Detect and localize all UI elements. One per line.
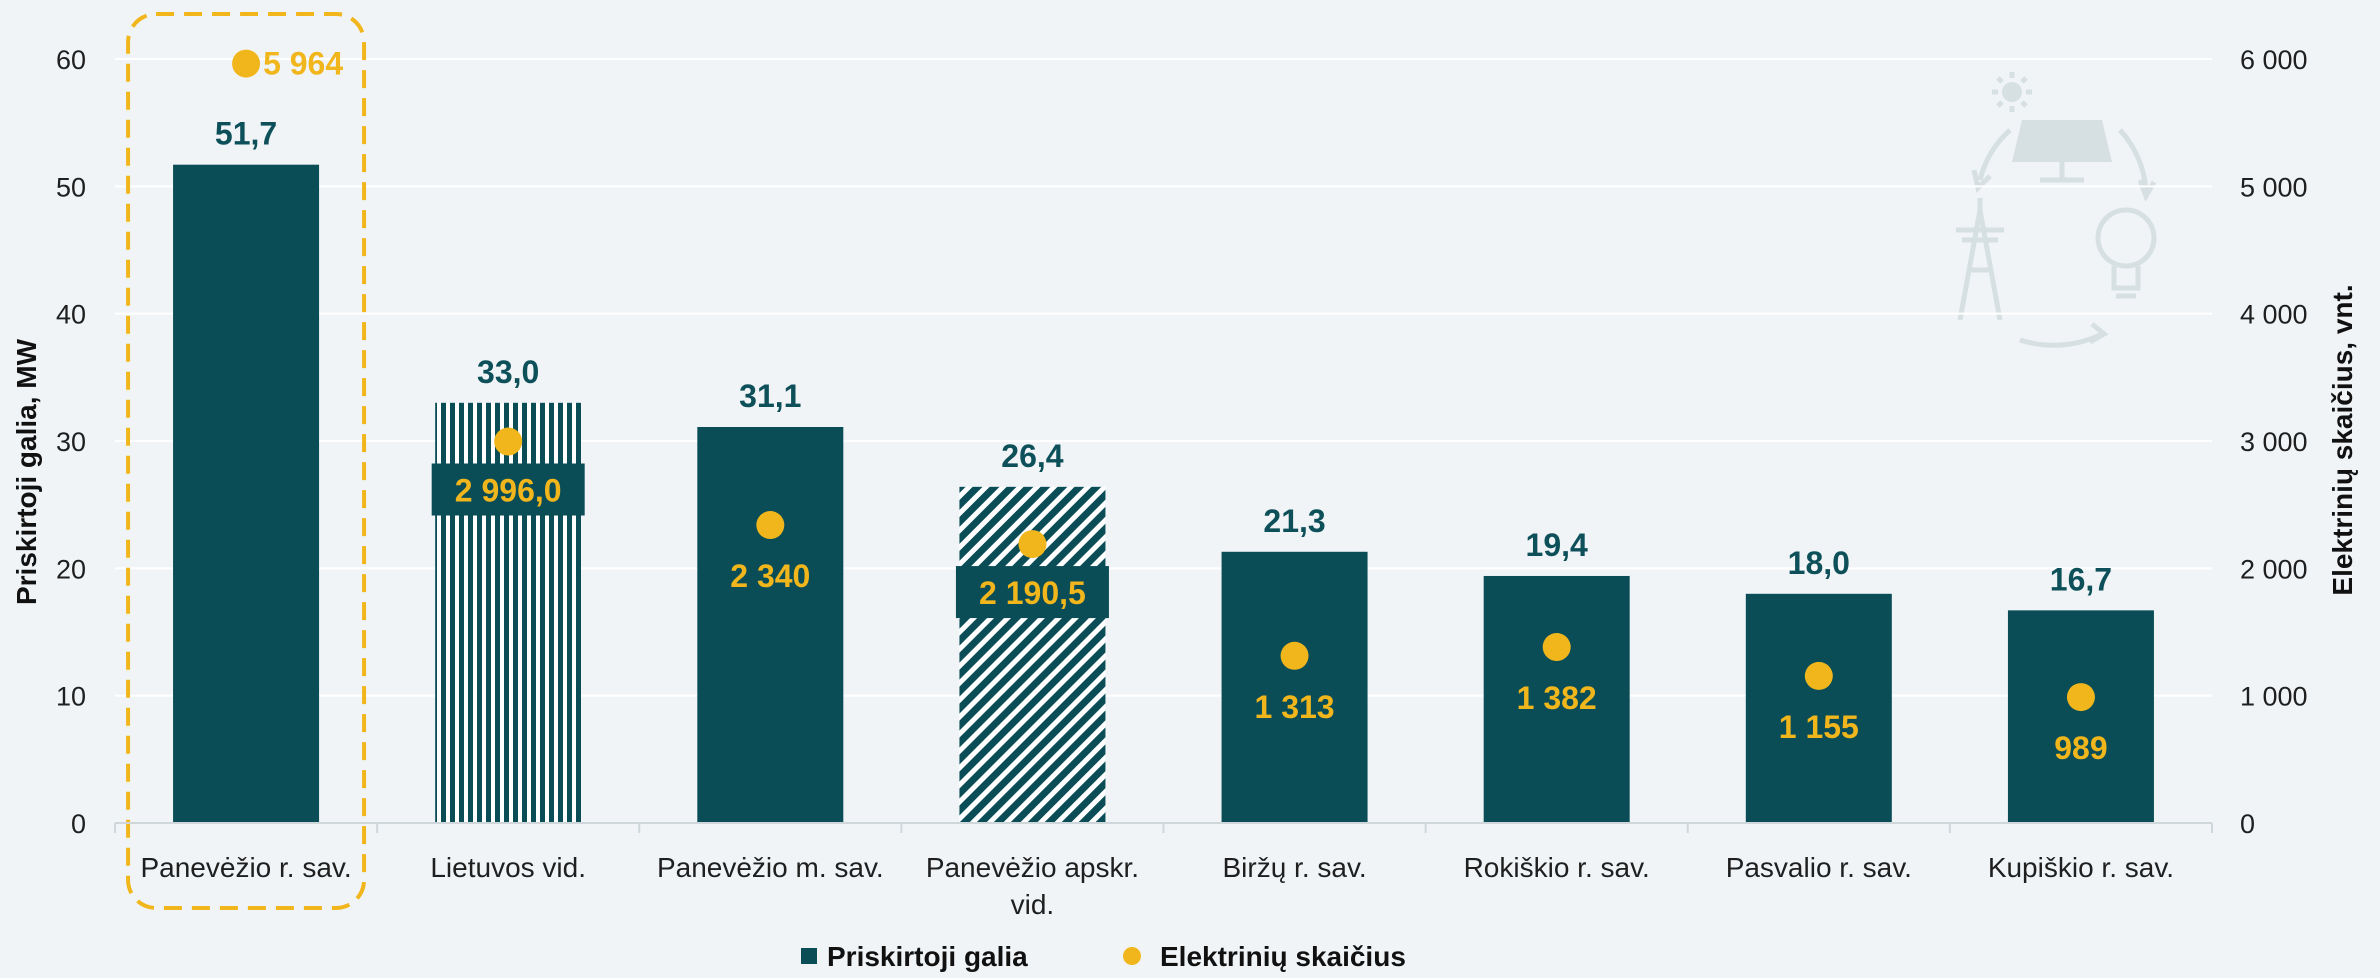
dot-value-label: 1 155: [1779, 709, 1859, 745]
category-label: Rokiškio r. sav.: [1464, 852, 1650, 883]
dot-point: [1804, 661, 1833, 690]
category-label-line: Panevėžio apskr.: [926, 852, 1139, 883]
dot-point: [1542, 633, 1571, 662]
category-label-line: Lietuvos vid.: [430, 852, 586, 883]
category-label: Panevėžio apskr. vid.: [926, 852, 1139, 920]
category-label-line: Rokiškio r. sav.: [1464, 852, 1650, 883]
bar: [1745, 593, 1892, 823]
right-tick-label: 2 000: [2240, 554, 2308, 584]
right-tick-label: 1 000: [2240, 682, 2308, 712]
category-label-line: Kupiškio r. sav.: [1988, 852, 2174, 883]
dot-point: [232, 49, 261, 78]
dot-point: [494, 427, 523, 456]
bar: [1221, 551, 1368, 823]
left-tick-label: 60: [56, 45, 86, 75]
left-tick-label: 10: [56, 682, 86, 712]
bar-value-label: 18,0: [1788, 545, 1850, 581]
right-tick-label: 4 000: [2240, 300, 2308, 330]
bar: [697, 426, 844, 823]
category-label-line: Pasvalio r. sav.: [1726, 852, 1912, 883]
legend: Priskirtoji galia Elektrinių skaičius: [801, 941, 1406, 972]
left-tick-label: 50: [56, 172, 86, 202]
left-tick-label: 0: [71, 809, 86, 839]
bar-value-label: 51,7: [215, 116, 277, 152]
bars: 51,7 33,0 31,1 26,4 21,3 19,4 18,0 16,7: [173, 116, 2154, 824]
dot-point: [1018, 530, 1047, 559]
bar-value-label: 21,3: [1263, 503, 1325, 539]
category-labels: Panevėžio r. sav. Lietuvos vid. Panevėžio …: [114, 823, 2213, 920]
category-label: Lietuvos vid.: [430, 852, 586, 883]
left-tick-label: 40: [56, 300, 86, 330]
solar-energy-cycle-icon: [1956, 72, 2157, 348]
dot-value-label: 1 313: [1255, 689, 1335, 725]
dot-value-label: 2 340: [730, 558, 810, 594]
dot-value-label: 2 190,5: [979, 575, 1086, 611]
category-label: Biržų r. sav.: [1222, 852, 1366, 883]
category-label-line: Panevėžio r. sav.: [140, 852, 351, 883]
bar: [2007, 610, 2154, 823]
left-y-axis: 0 10 20 30 40 50 60: [56, 45, 86, 839]
right-tick-label: 0: [2240, 809, 2255, 839]
dot-point: [756, 511, 785, 540]
right-y-axis: 0 1 000 2 000 3 000 4 000 5 000 6 000: [2240, 45, 2308, 839]
bar-value-label: 16,7: [2050, 561, 2112, 597]
dot-value-label: 5 964: [263, 46, 343, 82]
category-label: Panevėžio m. sav.: [657, 852, 884, 883]
bar-value-label: 19,4: [1526, 527, 1588, 563]
dot-value-label: 1 382: [1517, 680, 1597, 716]
grid-lines: [115, 58, 2212, 697]
dot-label-box: [431, 463, 585, 516]
bar: [1483, 575, 1630, 823]
right-tick-label: 6 000: [2240, 45, 2308, 75]
left-tick-label: 30: [56, 427, 86, 457]
highlight-box: [126, 12, 367, 910]
dot-point: [2066, 683, 2095, 712]
dots: 5 964 2 996,0 2 340 2 190,5 1 313 1 382 1 155 9…: [232, 46, 2108, 766]
right-tick-label: 5 000: [2240, 172, 2308, 202]
bar: [173, 164, 320, 824]
category-label: Panevėžio r. sav.: [140, 852, 351, 883]
category-label: Pasvalio r. sav.: [1726, 852, 1912, 883]
legend-dot-swatch: [1123, 947, 1141, 965]
bar-value-label: 33,0: [477, 354, 539, 390]
dot-label-box: [955, 566, 1109, 619]
bar-value-label: 31,1: [739, 378, 801, 414]
dot-value-label: 2 996,0: [455, 473, 562, 509]
category-label-line: Biržų r. sav.: [1222, 852, 1366, 883]
category-label-line: Panevėžio m. sav.: [657, 852, 884, 883]
right-axis-title: Elektrinių skaičius, vnt.: [2327, 284, 2358, 595]
category-label: Kupiškio r. sav.: [1988, 852, 2174, 883]
bar-value-label: 26,4: [1001, 438, 1063, 474]
legend-bar-swatch: [801, 948, 817, 964]
left-tick-label: 20: [56, 554, 86, 584]
category-label-line: vid.: [1011, 889, 1055, 920]
right-tick-label: 3 000: [2240, 427, 2308, 457]
dot-value-label: 989: [2054, 730, 2107, 766]
dot-point: [1280, 641, 1309, 670]
legend-bar-label: Priskirtoji galia: [827, 941, 1028, 972]
left-axis-title: Priskirtoji galia, MW: [11, 338, 42, 605]
legend-dot-label: Elektrinių skaičius: [1160, 941, 1406, 972]
